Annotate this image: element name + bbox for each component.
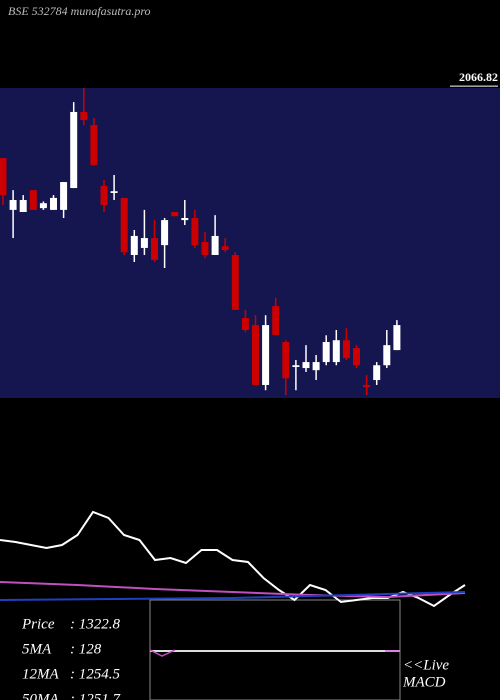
candle-body xyxy=(201,241,209,255)
macd-detail xyxy=(149,649,176,657)
candle-body xyxy=(0,158,7,196)
candle-body xyxy=(252,325,259,385)
candle-body xyxy=(9,200,17,210)
candle-body xyxy=(50,197,57,210)
candle-body xyxy=(312,362,320,371)
candle-body xyxy=(19,200,27,212)
candle-body xyxy=(231,254,239,310)
candle-body xyxy=(322,341,330,363)
candle-body xyxy=(393,325,401,351)
candle-body xyxy=(171,212,179,217)
candle-body xyxy=(383,345,391,366)
candle-body xyxy=(363,384,371,388)
candle-body xyxy=(241,318,249,331)
live-label: <<Live xyxy=(403,657,449,673)
candle-body xyxy=(100,185,108,205)
candle-body xyxy=(120,197,128,253)
info-value: : 128 xyxy=(70,641,102,657)
candle-body xyxy=(342,340,350,359)
candle-body xyxy=(353,347,360,366)
candle-body xyxy=(211,235,219,255)
candle-body xyxy=(181,217,189,221)
candle-body xyxy=(39,203,47,209)
info-value: : 1322.8 xyxy=(70,616,120,632)
info-value: : 1254.5 xyxy=(70,666,120,682)
candle-body xyxy=(373,365,381,381)
y-tick-label: 2066.82 xyxy=(459,70,498,84)
candle-body xyxy=(191,217,199,246)
candle-body xyxy=(70,111,78,189)
macd-label: MACD xyxy=(402,674,446,690)
candle-body xyxy=(130,235,138,255)
indicator-line xyxy=(0,581,466,599)
info-label: 12MA xyxy=(22,666,59,682)
candle-body xyxy=(302,362,310,369)
candle-body xyxy=(80,111,88,121)
candle-body xyxy=(282,341,290,379)
candle-body xyxy=(151,238,158,260)
indicator-line xyxy=(0,591,466,601)
candle-body xyxy=(140,238,148,248)
candle-body xyxy=(90,124,98,166)
info-label: 5MA xyxy=(22,641,52,657)
candle-body xyxy=(272,306,280,335)
info-label: 50MA xyxy=(22,691,59,700)
info-value: : 1251.7 xyxy=(70,691,121,700)
candle-body xyxy=(262,325,270,385)
candle-body xyxy=(110,191,118,193)
candle-body xyxy=(60,182,68,210)
price-panel xyxy=(0,88,500,398)
candle-body xyxy=(221,246,229,251)
candle-body xyxy=(292,365,300,367)
candle-body xyxy=(161,220,169,246)
candle-body xyxy=(29,190,37,210)
info-label: Price xyxy=(21,616,55,632)
candle-body xyxy=(332,340,340,363)
header: BSE 532784 munafasutra.pro xyxy=(8,4,151,18)
